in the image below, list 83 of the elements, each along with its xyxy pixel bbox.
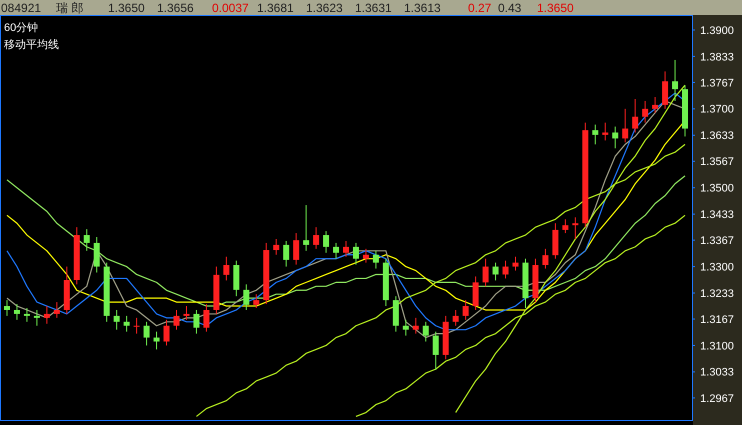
candlestick [243,284,250,310]
candlestick [672,59,678,102]
y-tick-label: 1.3567 [700,156,734,168]
candlestick [283,240,290,268]
candlestick [323,230,330,254]
candlestick [372,250,379,270]
text: 0.43 [498,1,522,15]
text: 1.3650 [537,1,574,15]
candlestick [94,236,100,274]
candlestick [422,321,429,342]
candlestick [144,321,150,346]
candlestick [223,256,230,281]
candlestick [632,98,638,134]
text: 084921 [1,1,42,15]
candlestick [542,248,548,270]
candlestick [173,309,180,330]
candlestick [54,302,60,318]
y-tick-label: 1.3900 [700,24,734,37]
candlestick [14,304,20,320]
candlestick [482,258,489,287]
candlestick [592,124,598,145]
candlestick [154,331,160,350]
y-tick-label: 1.3167 [700,314,734,326]
candlestick [313,226,320,250]
candlestick [512,256,519,272]
candlestick [4,300,10,316]
text: 0.0037 [212,1,250,15]
candlestick [253,294,260,309]
y-tick-label: 1.2967 [700,392,734,405]
text: 移动平均线 [4,38,59,51]
text: 1.3656 [157,1,194,15]
candlestick [333,242,340,260]
candlestick [642,100,648,124]
candlestick [462,300,469,320]
text: 1.3681 [257,1,294,15]
y-tick-label: 1.3633 [700,130,734,142]
text: 0.27 [468,1,492,15]
candlestick [193,309,200,334]
candlestick [452,309,459,326]
candlestick [293,232,300,266]
candlestick [502,260,509,279]
line-series [6,175,686,307]
y-tick-label: 1.3500 [700,182,734,195]
candlestick [352,242,359,266]
candlestick [432,331,439,370]
candlestick [34,309,40,326]
candlestick [602,122,608,141]
candlestick [562,218,568,234]
candlestick [343,240,349,258]
candlestick [114,309,120,330]
candlestick [44,306,50,324]
y-tick-label: 1.3300 [700,261,734,274]
text: 60分钟 [4,22,38,34]
candlestick [472,276,479,310]
candlestick [612,126,618,149]
y-tick-label: 1.3433 [700,209,734,221]
candlestick [84,228,90,252]
candlestick [662,70,668,110]
text: 1.3650 [108,1,146,15]
candlestick [134,317,140,334]
y-tick-label: 1.3100 [700,340,734,352]
text: 1.3631 [355,1,392,15]
candlestick [412,317,419,334]
candlestick [24,308,30,322]
candlestick [164,319,170,346]
candlestick [203,304,210,332]
y-tick-label: 1.3367 [700,235,734,248]
candlestick [402,319,409,336]
y-tick-label: 1.3700 [700,104,734,116]
candlestick [183,306,190,320]
candlestick [622,108,628,143]
text: 1.3623 [306,1,344,15]
candlestick [572,216,578,240]
y-tick-label: 1.3767 [700,77,734,90]
candlestick [303,204,310,252]
y-tick-label: 1.3233 [700,288,734,300]
text: 1.3613 [404,1,442,15]
candlestick [492,262,499,281]
y-tick-label: 1.3833 [700,51,734,64]
candlestick [652,96,658,114]
candlestick [273,238,280,256]
y-tick-label: 1.3033 [700,366,734,379]
text: 瑞 郎 [56,1,84,15]
